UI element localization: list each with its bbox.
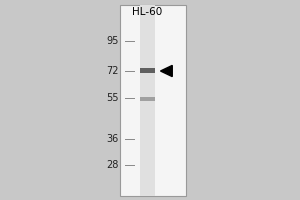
Bar: [120, 5, 186, 196]
Text: 55: 55: [106, 93, 118, 103]
Bar: [140, 5, 154, 196]
Polygon shape: [160, 65, 172, 77]
Text: 95: 95: [106, 36, 118, 46]
Text: 28: 28: [106, 160, 118, 170]
Text: 72: 72: [106, 66, 118, 76]
Text: 36: 36: [106, 134, 118, 144]
Text: HL-60: HL-60: [132, 7, 162, 17]
Bar: [140, 68, 154, 73]
Bar: [140, 97, 154, 101]
